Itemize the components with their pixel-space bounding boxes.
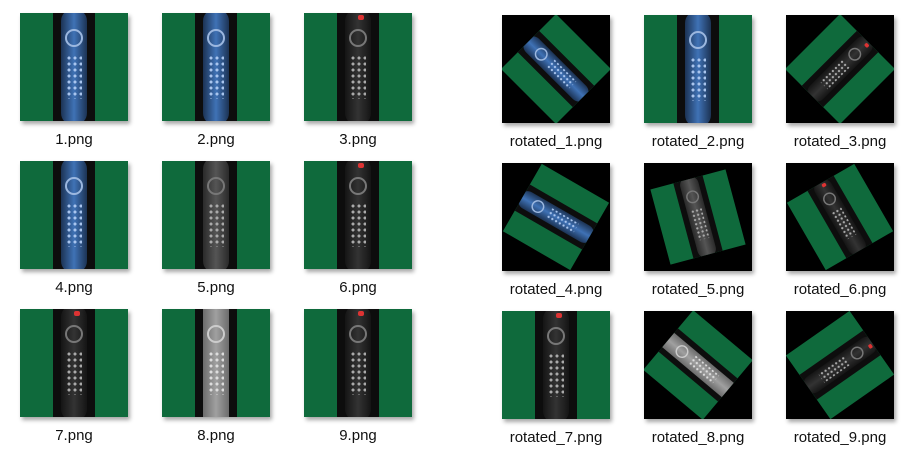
file-name-label: 5.png [197,279,235,296]
file-thumbnail[interactable] [644,15,752,123]
file-thumbnail[interactable] [162,13,270,121]
file-thumbnail[interactable] [162,161,270,269]
file-name-label: rotated_5.png [651,281,745,298]
file-name-label: 8.png [197,427,235,444]
file-name-label: rotated_4.png [509,281,603,298]
file-thumbnail[interactable] [20,161,128,269]
file-thumbnail[interactable] [304,161,412,269]
file-name-label: 4.png [55,279,93,296]
file-name-label: 2.png [197,131,235,148]
file-name-label: rotated_8.png [651,429,745,446]
file-thumbnail[interactable] [304,13,412,121]
remote-control-image [203,13,229,121]
file-thumbnail[interactable] [502,163,610,271]
file-name-label: rotated_1.png [509,133,603,150]
remote-control-image [659,330,737,400]
remote-control-image [61,13,87,121]
file-name-label: 1.png [55,131,93,148]
file-name-label: rotated_2.png [651,133,745,150]
file-thumbnail[interactable] [304,309,412,417]
file-thumbnail[interactable] [644,311,752,419]
file-name-label: rotated_9.png [793,429,887,446]
remote-control-image [61,309,87,417]
remote-control-image [203,309,229,417]
file-name-label: 6.png [339,279,377,296]
file-thumbnail[interactable] [20,309,128,417]
file-thumbnail[interactable] [502,311,610,419]
remote-control-image [519,32,593,106]
file-thumbnail[interactable] [786,311,894,419]
remote-control-image [685,15,711,123]
file-name-label: rotated_6.png [793,281,887,298]
file-thumbnail[interactable] [20,13,128,121]
remote-control-image [803,32,877,106]
file-name-label: 9.png [339,427,377,444]
file-name-label: 3.png [339,131,377,148]
file-thumbnail[interactable] [644,163,752,271]
file-thumbnail[interactable] [502,15,610,123]
remote-control-image [543,311,569,419]
remote-control-image [345,161,371,269]
file-thumbnail[interactable] [786,15,894,123]
file-name-label: rotated_3.png [793,133,887,150]
remote-control-image [345,309,371,417]
remote-control-image [203,161,229,269]
remote-control-image [345,13,371,121]
file-thumbnail[interactable] [786,163,894,271]
file-name-label: 7.png [55,427,93,444]
file-thumbnail[interactable] [162,309,270,417]
file-name-label: rotated_7.png [509,429,603,446]
remote-control-image [61,161,87,269]
